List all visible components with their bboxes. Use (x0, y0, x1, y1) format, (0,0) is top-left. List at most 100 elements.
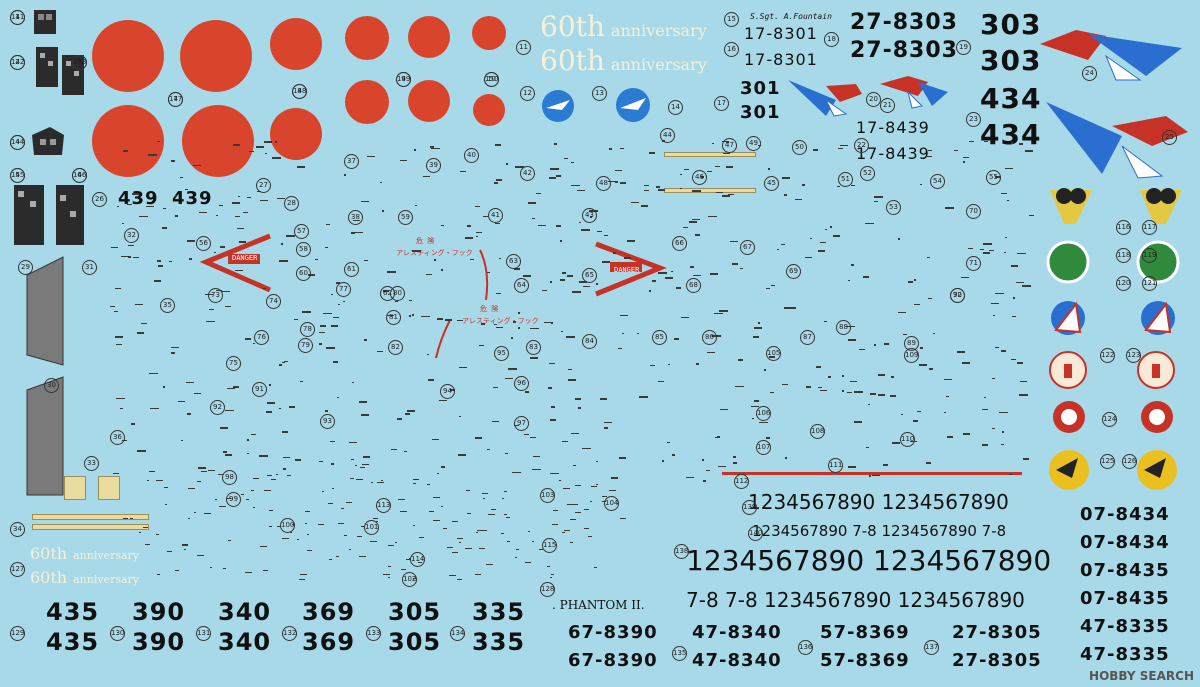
stencil-mark (943, 412, 946, 414)
stencil-mark (713, 312, 723, 314)
stencil-mark (272, 157, 282, 160)
stencil-mark (265, 152, 268, 154)
decal-number-64: 64 (514, 278, 529, 293)
stencil-mark (596, 483, 599, 485)
stencil-mark (330, 294, 333, 296)
code-434-a: 434 (980, 82, 1042, 115)
decal-number-93: 93 (320, 414, 335, 429)
stencil-mark (1001, 430, 1004, 433)
stencil-mark (652, 279, 657, 282)
stencil-mark (244, 571, 252, 573)
stencil-mark (753, 400, 759, 403)
stencil-mark (1022, 458, 1029, 461)
stencil-mark (281, 362, 285, 364)
hinomaru-medium-2 (270, 108, 322, 160)
stencil-mark (946, 396, 950, 398)
stencil-mark (546, 565, 550, 567)
stencil-mark (259, 199, 268, 201)
decal-number-86: 86 (702, 330, 717, 345)
stencil-mark (355, 465, 358, 467)
stencil-mark (575, 511, 582, 513)
stencil-mark (1024, 150, 1033, 153)
decal-number-35: 35 (160, 298, 175, 313)
decal-number-47: 47 (722, 138, 737, 153)
stencil-mark (685, 477, 694, 479)
stencil-mark (673, 338, 679, 341)
stencil-mark (267, 401, 276, 404)
stencil-mark (838, 148, 844, 150)
stencil-mark (859, 348, 866, 350)
stencil-mark (850, 381, 858, 383)
instrument-panels (14, 10, 84, 245)
serial-17-8439-b: 17-8439 (856, 144, 930, 163)
serial-17-8301-a: 17-8301 (744, 24, 818, 43)
decal-number-38: 38 (348, 210, 363, 225)
stencil-mark (415, 205, 418, 207)
stencil-mark (574, 397, 581, 400)
stencil-mark (563, 487, 571, 489)
stencil-mark (554, 523, 559, 525)
stencil-mark (249, 151, 255, 153)
stencil-mark (443, 527, 448, 529)
stencil-mark (361, 525, 366, 527)
decal-number-85: 85 (652, 330, 667, 345)
decal-number-44: 44 (660, 128, 675, 143)
stencil-mark (619, 181, 626, 184)
stencil-mark (735, 385, 745, 387)
stencil-mark (381, 209, 384, 212)
decal-number-49: 49 (746, 136, 761, 151)
stencil-mark (170, 347, 179, 349)
frog-badge-2 (1140, 188, 1182, 224)
stencil-mark (532, 540, 535, 542)
stencil-mark (537, 225, 546, 227)
decal-number-79: 79 (298, 338, 313, 353)
stencil-mark (427, 483, 431, 485)
stencil-mark (264, 490, 272, 492)
decal-number-119: 119 (1142, 248, 1157, 263)
stencil-mark (830, 226, 833, 229)
stencil-mark (256, 145, 265, 148)
stencil-mark (784, 194, 788, 197)
stencil-mark (717, 435, 721, 438)
stencil-mark (149, 407, 159, 409)
stencil-mark (770, 392, 775, 394)
decal-number-141: 141 (10, 10, 25, 25)
code-439-a: 439 (118, 188, 159, 209)
right-serial-5: 47-8335 (1080, 616, 1170, 637)
stencil-mark (360, 201, 369, 203)
stencil-mark (263, 141, 272, 143)
stencil-mark (945, 207, 955, 210)
stencil-mark (1012, 297, 1015, 300)
stencil-mark (590, 500, 593, 502)
danger-chevron-right (595, 241, 667, 297)
stencil-mark (363, 456, 371, 459)
stencil-mark (433, 259, 436, 262)
decal-number-63: 63 (506, 254, 521, 269)
decal-number-84: 84 (582, 334, 597, 349)
stencil-mark (559, 479, 562, 481)
stencil-mark (457, 320, 464, 322)
stencil-mark (185, 188, 189, 190)
bottom-code-335-2: 335 (472, 628, 526, 656)
stencil-mark (166, 550, 172, 552)
decal-number-14: 14 (668, 100, 683, 115)
stencil-mark (170, 159, 175, 162)
stencil-mark (115, 287, 122, 289)
stencil-mark (587, 535, 592, 537)
stencil-mark (233, 386, 240, 389)
stencil-mark (701, 459, 704, 462)
stencil-mark (224, 453, 232, 456)
stencil-mark (928, 150, 933, 152)
decal-number-43: 43 (582, 208, 597, 223)
stencil-mark (575, 485, 582, 487)
decal-number-57: 57 (294, 224, 309, 239)
stencil-mark (394, 541, 397, 543)
hinomaru-medium-1 (270, 18, 322, 70)
stencil-mark (225, 409, 235, 411)
hinomaru-large-2 (180, 20, 252, 92)
stencil-mark (324, 409, 328, 412)
decal-number-26: 26 (92, 192, 107, 207)
stencil-mark (419, 537, 425, 539)
stencil-mark (640, 205, 648, 208)
decal-number-61: 61 (344, 262, 359, 277)
